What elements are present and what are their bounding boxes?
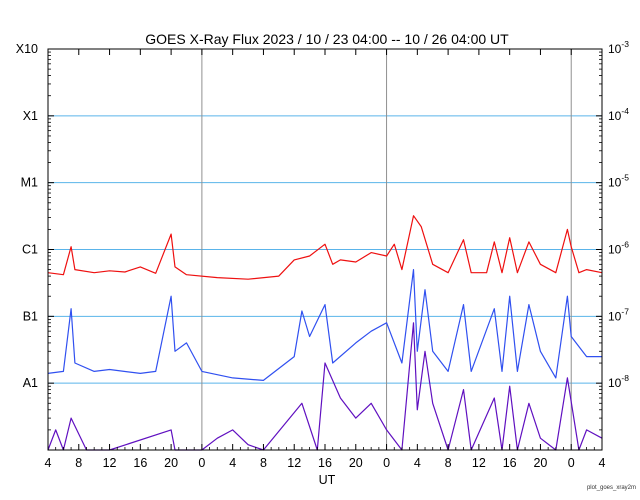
flux-series bbox=[47, 215, 603, 451]
series-line-1 bbox=[47, 269, 602, 381]
x-tick-label-14: 12 bbox=[472, 456, 486, 470]
series-line-2 bbox=[47, 322, 603, 451]
left-axis: A1 B1 C1 M1 X10 X1 bbox=[16, 42, 54, 431]
grid-lines bbox=[48, 115, 602, 384]
x-tick-label-5: 0 bbox=[198, 456, 205, 470]
x-tick-label-13: 8 bbox=[445, 456, 452, 470]
right-tick-label-3: 10-5 bbox=[608, 173, 629, 190]
left-tick-label-3: M1 bbox=[21, 176, 38, 190]
x-tick-label-12: 4 bbox=[414, 456, 421, 470]
series-line-0 bbox=[47, 215, 603, 280]
right-tick-label-5: 10-3 bbox=[608, 39, 629, 56]
x-tick-label-11: 0 bbox=[383, 456, 390, 470]
x-tick-label-4: 20 bbox=[164, 456, 178, 470]
day-boundary-lines bbox=[201, 49, 572, 450]
x-tick-label-0: 4 bbox=[45, 456, 52, 470]
x-tick-label-7: 8 bbox=[260, 456, 267, 470]
x-tick-label-15: 16 bbox=[503, 456, 517, 470]
right-tick-label-0: 10-8 bbox=[608, 373, 629, 390]
right-tick-label-4: 10-4 bbox=[608, 106, 629, 123]
x-tick-label-6: 4 bbox=[229, 456, 236, 470]
x-axis: 4 8 12 16 20 0 4 8 12 16 20 0 4 8 12 16 20 0 4 bbox=[45, 49, 606, 470]
x-tick-label-10: 20 bbox=[349, 456, 363, 470]
chart-title: GOES X-Ray Flux 2023 / 10 / 23 04:00 -- … bbox=[145, 31, 509, 47]
x-tick-label-2: 12 bbox=[103, 456, 117, 470]
x-tick-label-18: 4 bbox=[599, 456, 606, 470]
left-tick-label-5: X1 bbox=[23, 109, 38, 123]
right-tick-label-1: 10-7 bbox=[608, 306, 629, 323]
x-tick-label-16: 20 bbox=[533, 456, 547, 470]
x-axis-label: UT bbox=[319, 473, 336, 487]
x-tick-label-1: 8 bbox=[75, 456, 82, 470]
left-tick-label-4: X10 bbox=[16, 42, 38, 56]
plot-footer: plot_goes_xray2m bbox=[587, 485, 636, 491]
x-tick-label-17: 0 bbox=[568, 456, 575, 470]
left-tick-label-1: B1 bbox=[23, 309, 38, 323]
right-axis: 10-8 10-7 10-6 10-5 10-4 10-3 bbox=[596, 39, 629, 431]
x-tick-label-8: 12 bbox=[287, 456, 301, 470]
left-tick-label-2: C1 bbox=[22, 243, 38, 257]
x-tick-label-3: 16 bbox=[133, 456, 147, 470]
right-tick-label-2: 10-6 bbox=[608, 240, 629, 257]
left-tick-label-0: A1 bbox=[23, 376, 38, 390]
x-tick-label-9: 16 bbox=[318, 456, 332, 470]
